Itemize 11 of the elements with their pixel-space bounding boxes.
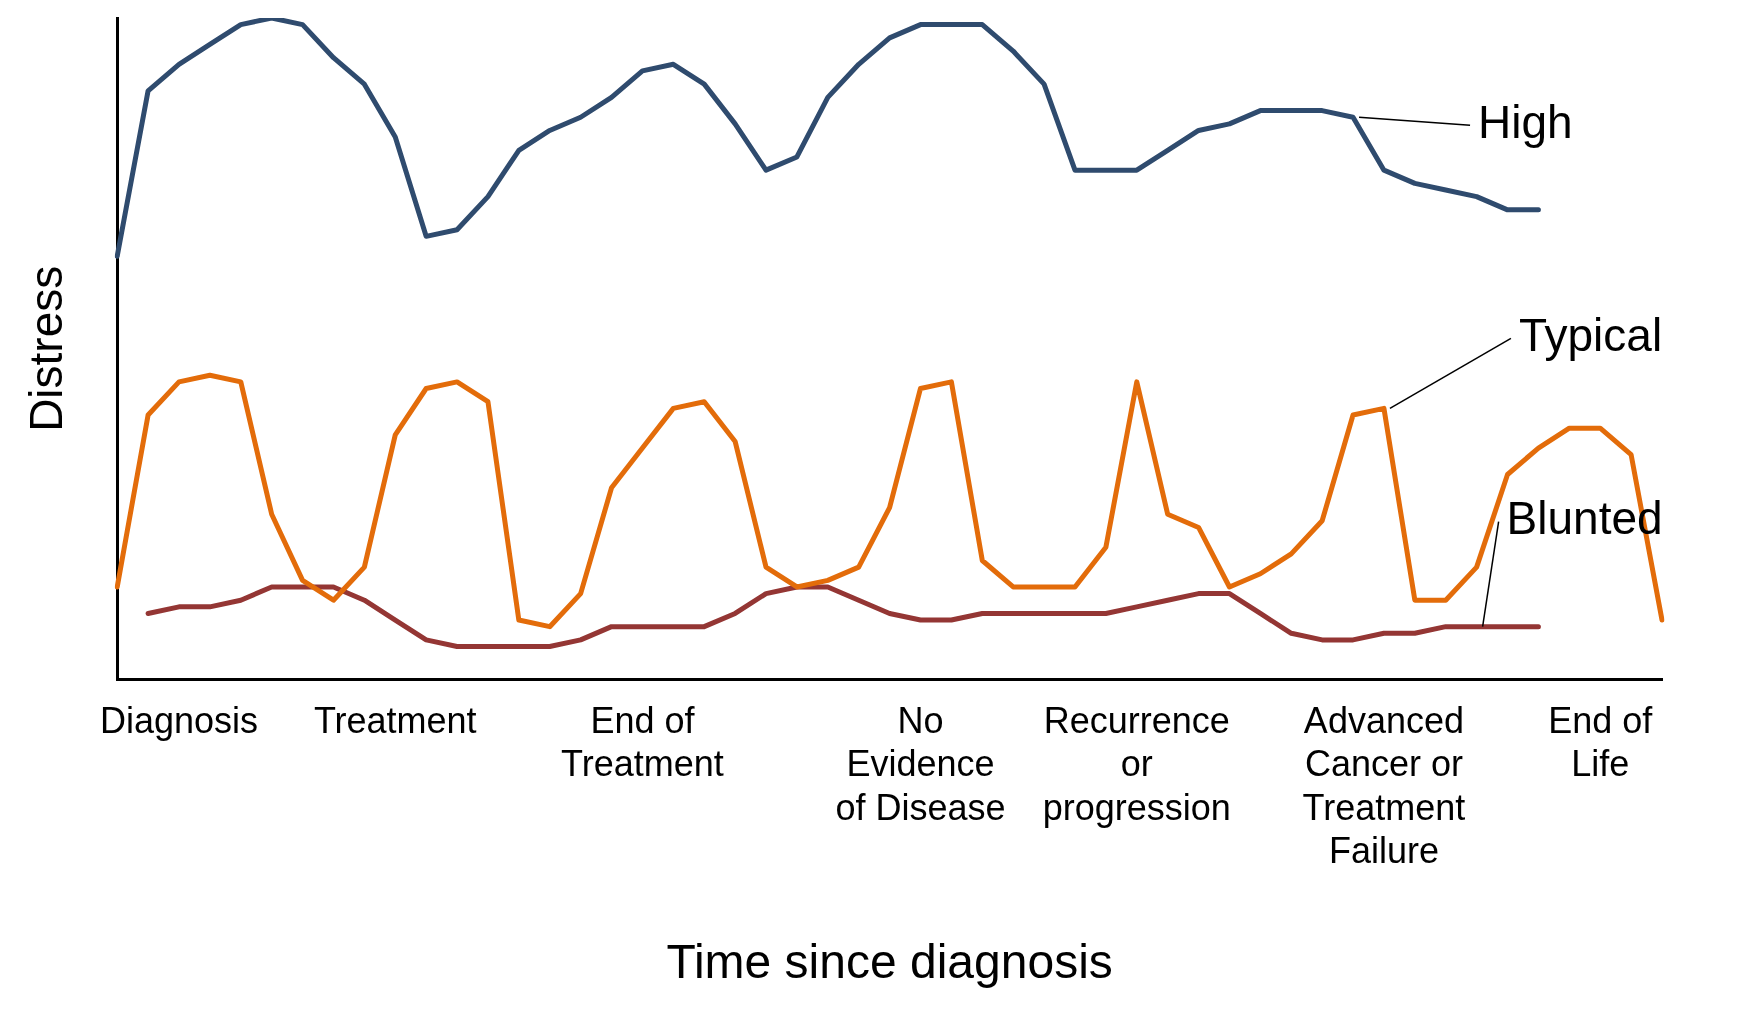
- x-tick-label: End of Treatment: [561, 700, 724, 785]
- x-tick-label: No Evidence of Disease: [835, 700, 1006, 828]
- x-tick-label: Recurrence or progression: [1042, 700, 1231, 828]
- x-tick-label: End of Life: [1548, 700, 1654, 785]
- y-axis-title: Distress: [20, 265, 73, 432]
- x-axis-title: Time since diagnosis: [666, 935, 1113, 989]
- series-label: Typical: [1518, 309, 1663, 362]
- x-tick-label: Advanced Cancer or Treatment Failure: [1302, 700, 1466, 871]
- x-tick-label: Diagnosis: [99, 700, 259, 742]
- series-label: High: [1478, 95, 1573, 148]
- x-tick-label: Treatment: [313, 700, 477, 742]
